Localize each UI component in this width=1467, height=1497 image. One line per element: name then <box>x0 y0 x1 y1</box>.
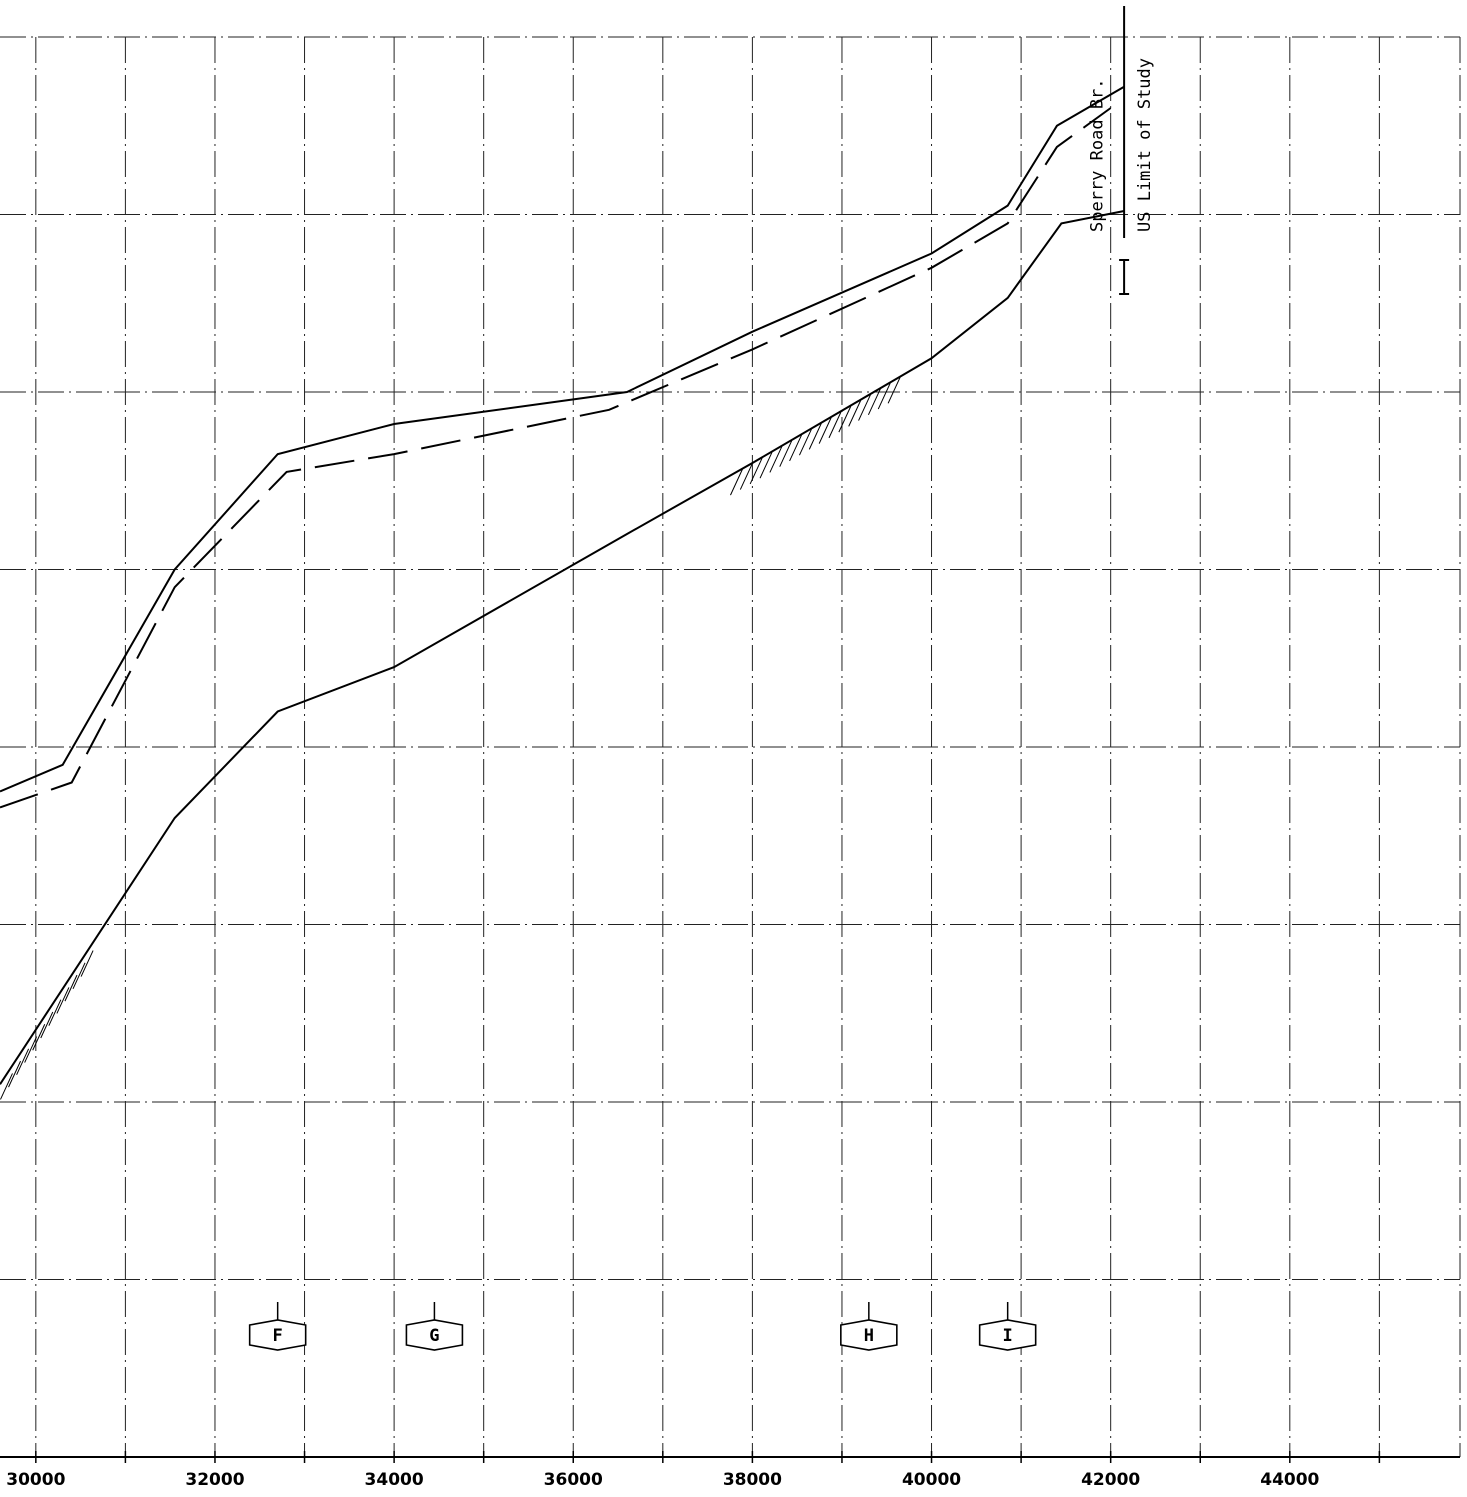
hatch-stroke <box>759 451 773 479</box>
section-marker-h: H <box>840 1302 898 1351</box>
marker-hexagon <box>248 1319 307 1351</box>
x-tick-label: 44000 <box>1260 1470 1319 1490</box>
hatch-stroke <box>818 417 832 444</box>
hatch-stroke <box>858 394 872 421</box>
hatch-stroke <box>798 428 812 456</box>
x-tick-label: 34000 <box>365 1470 424 1490</box>
marker-label: H <box>864 1326 874 1346</box>
hatch-stroke <box>730 468 743 496</box>
annotations: Sperry Road Br. US Limit of Study <box>1088 6 1155 295</box>
hatch-stroke <box>40 1011 54 1039</box>
x-tick-label: 36000 <box>544 1470 603 1490</box>
x-tick-label: 42000 <box>1081 1470 1140 1490</box>
hatch-stroke <box>828 411 842 439</box>
hatch-stroke <box>72 962 86 990</box>
hatch-stroke <box>739 463 753 490</box>
marker-label: G <box>429 1326 439 1346</box>
marker-hexagon <box>840 1319 898 1351</box>
hatch-stroke <box>808 423 822 450</box>
x-tick-label: 30000 <box>6 1470 65 1490</box>
section-marker-f: F <box>248 1302 307 1351</box>
profile-series-2 <box>0 107 1112 809</box>
hatch-stroke <box>838 405 852 433</box>
hatch-stroke <box>848 400 862 427</box>
hatch-stroke <box>64 974 78 1002</box>
x-tick-label: 38000 <box>723 1470 782 1490</box>
x-axis: 30000 32000 34000 36000 38000 40000 42000 44000 <box>0 1451 1460 1490</box>
marker-label: I <box>1003 1326 1013 1346</box>
hatch-stroke <box>8 1060 21 1088</box>
hatch-stroke <box>32 1024 46 1051</box>
hatch-stroke <box>24 1036 38 1063</box>
cross-section-markers: F G H I <box>248 1302 1037 1351</box>
marker-hexagon <box>405 1319 464 1351</box>
hatch-stroke <box>887 377 901 404</box>
hatch-stroke <box>80 950 94 977</box>
profile-series-1 <box>0 85 1125 793</box>
marker-label: F <box>273 1326 283 1346</box>
channel-hatching <box>0 377 901 1100</box>
profile-series-3 <box>0 210 1125 1085</box>
section-marker-g: G <box>405 1302 464 1351</box>
hatch-stroke <box>769 446 783 473</box>
x-tick-label: 32000 <box>185 1470 244 1490</box>
hatch-stroke <box>789 434 803 462</box>
marker-hexagon <box>978 1319 1037 1351</box>
hatch-stroke <box>56 987 70 1014</box>
profile-lines <box>0 85 1125 1085</box>
hatch-stroke <box>877 382 891 410</box>
hatch-stroke <box>48 999 62 1026</box>
grid-lines <box>0 36 1461 1458</box>
bridge-label: Sperry Road Br. <box>1088 78 1108 232</box>
hatch-stroke <box>749 457 763 485</box>
study-limit-label: US Limit of Study <box>1135 58 1155 232</box>
hatch-stroke <box>16 1048 30 1076</box>
hatch-stroke <box>0 1073 13 1100</box>
x-tick-label: 40000 <box>902 1470 961 1490</box>
section-marker-i: I <box>978 1302 1037 1351</box>
hatch-stroke <box>867 388 881 416</box>
hatch-stroke <box>779 440 793 467</box>
